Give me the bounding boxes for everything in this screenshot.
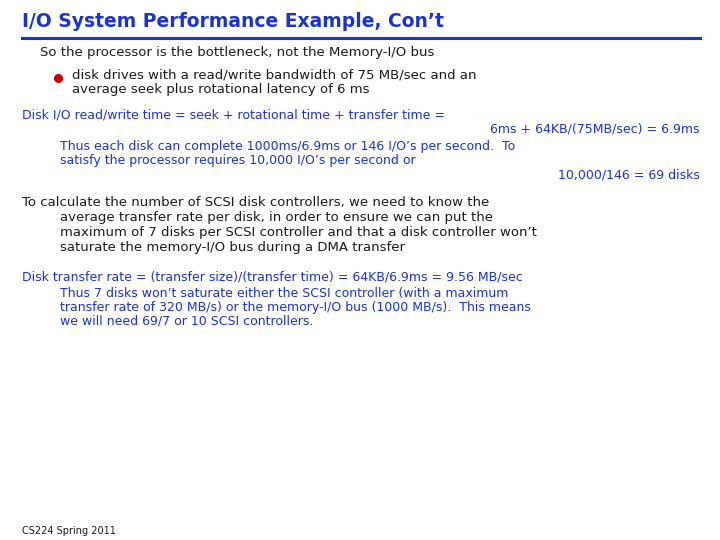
Text: Thus 7 disks won’t saturate either the SCSI controller (with a maximum: Thus 7 disks won’t saturate either the S… xyxy=(60,287,508,300)
Text: saturate the memory-I/O bus during a DMA transfer: saturate the memory-I/O bus during a DMA… xyxy=(60,241,405,254)
Text: satisfy the processor requires 10,000 I/O’s per second or: satisfy the processor requires 10,000 I/… xyxy=(60,154,415,167)
Text: transfer rate of 320 MB/s) or the memory-I/O bus (1000 MB/s).  This means: transfer rate of 320 MB/s) or the memory… xyxy=(60,301,531,314)
Text: average seek plus rotational latency of 6 ms: average seek plus rotational latency of … xyxy=(72,83,369,96)
Text: So the processor is the bottleneck, not the Memory-I/O bus: So the processor is the bottleneck, not … xyxy=(40,46,434,59)
Text: Thus each disk can complete 1000ms/6.9ms or 146 I/O’s per second.  To: Thus each disk can complete 1000ms/6.9ms… xyxy=(60,140,516,153)
Text: we will need 69/7 or 10 SCSI controllers.: we will need 69/7 or 10 SCSI controllers… xyxy=(60,315,313,328)
Text: 10,000/146 = 69 disks: 10,000/146 = 69 disks xyxy=(558,168,700,181)
Text: Disk I/O read/write time = seek + rotational time + transfer time =: Disk I/O read/write time = seek + rotati… xyxy=(22,108,445,121)
Text: average transfer rate per disk, in order to ensure we can put the: average transfer rate per disk, in order… xyxy=(60,211,493,224)
Text: maximum of 7 disks per SCSI controller and that a disk controller won’t: maximum of 7 disks per SCSI controller a… xyxy=(60,226,537,239)
Text: CS224 Spring 2011: CS224 Spring 2011 xyxy=(22,526,116,536)
Text: Disk transfer rate = (transfer size)/(transfer time) = 64KB/6.9ms = 9.56 MB/sec: Disk transfer rate = (transfer size)/(tr… xyxy=(22,270,523,283)
Text: I/O System Performance Example, Con’t: I/O System Performance Example, Con’t xyxy=(22,12,444,31)
Text: disk drives with a read/write bandwidth of 75 MB/sec and an: disk drives with a read/write bandwidth … xyxy=(72,68,477,81)
Text: 6ms + 64KB/(75MB/sec) = 6.9ms: 6ms + 64KB/(75MB/sec) = 6.9ms xyxy=(490,122,700,135)
Text: To calculate the number of SCSI disk controllers, we need to know the: To calculate the number of SCSI disk con… xyxy=(22,196,490,209)
